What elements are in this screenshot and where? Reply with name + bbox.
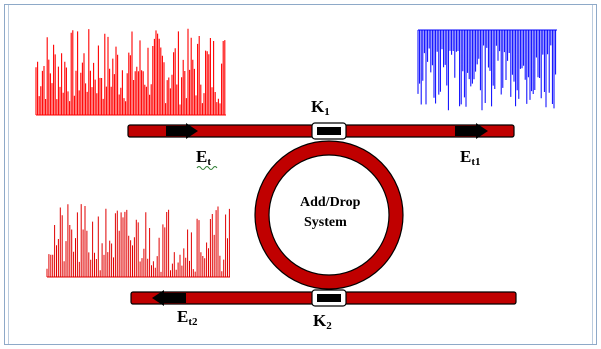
spellcheck-underline — [196, 166, 218, 170]
drop-signal-pulses — [46, 204, 230, 277]
input-signal-trace — [35, 28, 226, 116]
ring-title-line1: Add/Drop — [300, 195, 361, 210]
coupler-k2-core — [317, 294, 341, 302]
coupler-k1-label: K1 — [311, 97, 330, 118]
input-signal-pulses — [35, 28, 226, 115]
coupler-k2-label: K2 — [313, 311, 332, 332]
arrow-left-icon — [152, 290, 186, 306]
coupler-k2 — [311, 289, 347, 307]
input-field-label: Et — [196, 147, 211, 168]
drop-field-label: Et2 — [177, 307, 198, 328]
drop-signal-trace — [46, 204, 230, 278]
through-signal-trace — [417, 29, 557, 111]
ring-outer-edge — [254, 140, 404, 290]
through-field-label: Et1 — [460, 147, 481, 168]
ring-resonator — [255, 141, 403, 289]
through-signal-pulses — [417, 30, 557, 111]
coupler-k1-core — [317, 127, 341, 135]
arrow-right-icon — [166, 123, 198, 139]
ring-title-line2: System — [304, 215, 347, 230]
arrow-right-icon — [455, 123, 488, 139]
ring-inner-edge — [268, 154, 390, 276]
coupler-k1 — [311, 122, 347, 140]
diagram-frame — [4, 4, 597, 345]
